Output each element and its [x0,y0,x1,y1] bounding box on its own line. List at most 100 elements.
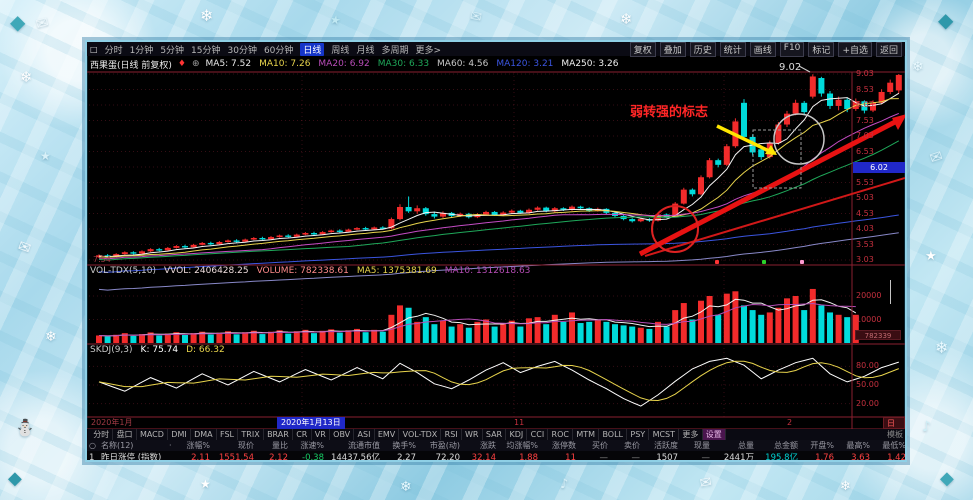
window-icon[interactable]: □ [90,44,98,54]
table-column-header: 总金额 [774,440,798,450]
envelope-icon: ✉ [468,7,484,27]
tab-ROC[interactable]: ROC [548,429,574,440]
star-icon: ★ [328,12,342,28]
diamond-ornament-icon: ◆ [940,468,954,489]
table-column-header: 现价 [238,440,254,450]
table-column-header: 均涨幅% [506,440,538,450]
toolbar-button-统计[interactable]: 统计 [719,42,746,57]
table-column-header: 最高% [846,440,870,450]
ma-line-5 [98,92,900,258]
period-button-5分钟[interactable]: 5分钟 [160,45,185,56]
tab-ASI[interactable]: ASI [354,429,375,440]
yellow-arrow-head [765,145,777,155]
tab-MCST[interactable]: MCST [649,429,680,440]
favorite-icon[interactable]: ♦ [177,59,186,69]
price-tick-label: 3.53 [856,239,874,249]
consolidation-circle [773,113,825,165]
tab-CCI[interactable]: CCI [527,429,549,440]
volume-bars [96,288,859,343]
star-icon: ★ [925,249,937,264]
tab-VR[interactable]: VR [312,429,330,440]
table-column-header: 涨停数 [552,440,576,450]
tab-分时[interactable]: 分时 [90,429,114,440]
toolbar-button-+自选[interactable]: +自选 [838,42,872,57]
price-tick-label: 7.53 [856,115,874,125]
volume-header-label: MA5: 1375381.69 [356,266,437,276]
period-button-30分钟[interactable]: 30分钟 [227,45,257,56]
period-button-多周期[interactable]: 多周期 [381,45,409,56]
tab-更多[interactable]: 更多 [679,429,703,440]
snowflake-icon: ❄ [45,329,57,345]
period-toolbar: □ 分时 1分钟 5分钟 15分钟 30分钟 60分钟 日线 周线 月线 多周期 更多> 复权 叠加历… [87,42,905,57]
snowflake-icon: ❄ [200,6,214,25]
toolbar-button-F10[interactable]: F10 [779,42,805,57]
tab-DMI[interactable]: DMI [168,429,191,440]
period-label-box[interactable]: 日线 [883,417,905,440]
period-button-分时[interactable]: 分时 [104,45,123,56]
toolbar-button-复权[interactable]: 复权 [629,42,656,57]
ma-value-label: MA60: 4.56 [437,59,489,69]
tab-设置[interactable]: 设置 [702,429,726,440]
table-cell: 32.14 [471,452,496,461]
kdj-tick-label: 20.00 [856,398,879,408]
tab-DMA[interactable]: DMA [191,429,217,440]
toolbar-right-buttons: 复权 叠加 历史 统计 画线 F10 标记 +自选 返回 [629,42,902,57]
ma-header-row: 西果蛋(日线 前复权) ♦ ⊕ MA5: 7.52 MA10: 7.26 MA20:… [87,56,905,72]
music-note-icon: ♪ [922,419,931,435]
volume-header-label: VOL-TDX(5,10) [90,266,157,276]
kdj-header-label: K: 75.74 [140,345,179,355]
tab-OBV[interactable]: OBV [330,429,355,440]
template-button[interactable]: 模板 [887,430,903,439]
ma-value-label: MA10: 7.26 [259,59,311,69]
tab-VOL-TDX[interactable]: VOL-TDX [399,429,442,440]
tab-TRIX[interactable]: TRIX [238,429,264,440]
ma-value-label: MA120: 3.21 [496,59,554,69]
period-button-更多>[interactable]: 更多> [415,45,442,56]
price-tick-label: 9.03 [856,69,874,78]
tab-PSY[interactable]: PSY [627,429,650,440]
table-cell: 1551.54 [218,452,254,461]
toolbar-button-历史[interactable]: 历史 [689,42,716,57]
tab-盘口[interactable]: 盘口 [113,429,137,440]
tab-KDJ[interactable]: KDJ [506,429,528,440]
table-column-header: 涨跌 [480,440,496,450]
tab-EMV[interactable]: EMV [375,429,400,440]
quote-table-row[interactable]: 1 昨日涨停 (指数) 2.11 1551.54 2.12 -0.38 14437.56亿 2… [87,451,905,460]
tab-BOLL[interactable]: BOLL [599,429,628,440]
period-button-月线[interactable]: 月线 [356,45,375,56]
diamond-ornament-icon: ◆ [8,468,22,489]
volume-cursor-tick [890,280,891,304]
table-cell: 昨日涨停 (指数) [101,452,162,461]
tab-FSL[interactable]: FSL [217,429,239,440]
star-icon: ★ [40,149,51,163]
table-column-header: · [169,440,172,450]
period-button-60分钟[interactable]: 60分钟 [263,45,294,56]
kdj-header-label: SKDJ(9,3) [90,345,133,355]
toolbar-button-返回[interactable]: 返回 [875,42,902,57]
tab-RSI[interactable]: RSI [441,429,462,440]
toolbar-button-叠加[interactable]: 叠加 [659,42,686,57]
current-volume-box: 782339 [855,330,901,340]
toolbar-button-画线[interactable]: 画线 [749,42,776,57]
period-button-周线[interactable]: 周线 [331,45,350,56]
tab-BRAR[interactable]: BRAR [264,429,294,440]
add-indicator-icon[interactable]: ⊕ [191,59,200,69]
tab-MTM[interactable]: MTM [573,429,600,440]
event-marker-dot [800,260,804,264]
tab-MACD[interactable]: MACD [137,429,169,440]
table-column-header: 市盈(动) [429,440,460,450]
period-button-日线[interactable]: 日线 [300,42,325,56]
envelope-icon: ✉ [33,12,51,34]
period-button-15分钟[interactable]: 15分钟 [191,45,221,56]
kdj-pane-header: SKDJ(9,3) K: 75.74 D: 66.32 [87,345,225,355]
ma-line-250 [98,232,899,291]
tab-SAR[interactable]: SAR [483,429,507,440]
tab-CR[interactable]: CR [293,429,312,440]
toolbar-button-标记[interactable]: 标记 [808,42,835,57]
gridlines [89,72,852,417]
table-settings-icon[interactable]: ○ [89,440,96,450]
tab-WR[interactable]: WR [462,429,483,440]
diamond-ornament-icon: ◆ [938,8,954,32]
period-button-1分钟[interactable]: 1分钟 [129,45,154,56]
table-cell: -0.38 [302,452,324,461]
